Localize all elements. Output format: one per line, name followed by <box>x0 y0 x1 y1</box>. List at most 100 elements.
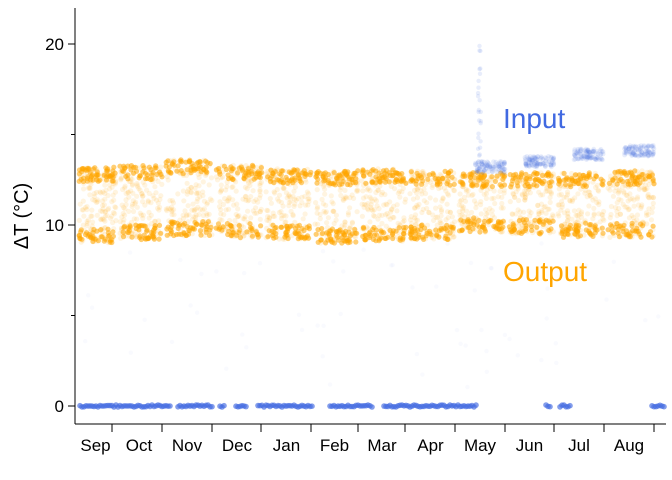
input-point <box>476 109 481 115</box>
output-point <box>606 180 613 186</box>
output-point <box>650 200 656 206</box>
output-point <box>129 182 135 188</box>
output-point <box>459 221 465 227</box>
output-point <box>576 212 582 218</box>
input-point <box>546 162 552 168</box>
output-point <box>557 183 564 189</box>
output-point <box>214 166 221 172</box>
output-point <box>564 208 571 214</box>
output-point <box>266 228 272 234</box>
output-point <box>638 184 644 190</box>
output-point <box>130 228 136 234</box>
input-point <box>224 367 228 371</box>
output-point <box>109 184 115 190</box>
output-point <box>234 201 240 207</box>
output-point <box>258 179 265 185</box>
input-point <box>650 151 656 157</box>
output-point <box>519 191 525 197</box>
output-point <box>152 222 158 228</box>
output-point <box>283 219 289 225</box>
input-point <box>571 157 577 163</box>
input-point <box>538 156 544 161</box>
input-point <box>574 151 580 157</box>
input-point <box>478 167 484 172</box>
input-point <box>646 144 651 150</box>
x-tick-label: Feb <box>320 436 349 455</box>
output-point <box>402 196 409 202</box>
output-point <box>580 183 586 189</box>
output-point <box>314 180 320 186</box>
output-point <box>257 216 263 222</box>
output-point <box>250 208 256 214</box>
output-point <box>383 201 389 207</box>
output-point <box>232 218 238 224</box>
output-point <box>376 170 382 176</box>
output-point <box>409 177 415 183</box>
input-point <box>623 145 629 151</box>
output-point <box>631 218 637 224</box>
input-point <box>627 143 633 149</box>
input-point <box>500 168 506 174</box>
output-point <box>384 210 390 217</box>
input-point <box>629 146 635 151</box>
output-point <box>190 201 196 207</box>
output-point <box>377 183 383 189</box>
output-point <box>539 172 546 178</box>
output-point <box>242 194 249 200</box>
output-point <box>180 212 186 218</box>
output-point <box>188 170 194 176</box>
input-point <box>534 160 539 166</box>
output-point <box>547 230 553 236</box>
output-point <box>257 182 263 189</box>
output-point <box>236 213 242 219</box>
output-point <box>240 196 246 202</box>
input-point <box>492 165 497 170</box>
input-point <box>501 159 507 165</box>
output-point <box>457 212 463 219</box>
output-point <box>276 198 282 204</box>
output-point <box>198 164 204 170</box>
output-point <box>476 217 482 224</box>
output-point <box>337 187 343 193</box>
output-point <box>508 229 515 235</box>
output-point <box>461 194 467 200</box>
input-point <box>527 159 532 165</box>
output-point <box>576 207 582 213</box>
input-point <box>83 339 87 343</box>
output-point <box>322 210 328 216</box>
output-point <box>541 204 547 210</box>
output-point <box>191 214 197 220</box>
output-point <box>650 194 656 200</box>
output-point <box>247 182 253 188</box>
output-point <box>217 216 223 223</box>
output-point <box>249 233 256 239</box>
input-point <box>502 159 507 165</box>
output-point <box>134 182 140 188</box>
input-point <box>143 318 147 322</box>
output-point <box>564 174 570 180</box>
output-point <box>318 170 324 176</box>
output-point <box>303 172 309 178</box>
output-point <box>474 182 480 188</box>
output-point <box>293 180 299 186</box>
output-point <box>536 189 542 195</box>
output-point <box>413 217 419 223</box>
output-point <box>294 223 300 229</box>
output-point <box>469 209 475 216</box>
output-point <box>484 183 490 189</box>
output-point <box>290 212 296 218</box>
input-point <box>473 402 479 408</box>
input-point <box>627 149 632 155</box>
output-point <box>571 208 578 214</box>
output-point <box>164 174 170 180</box>
output-point <box>403 180 409 186</box>
output-point <box>530 230 536 236</box>
output-point <box>588 232 594 238</box>
input-point <box>551 155 557 161</box>
output-point <box>129 204 135 210</box>
output-point <box>396 225 402 231</box>
input-point <box>584 154 590 160</box>
output-point <box>463 172 469 178</box>
output-point <box>90 219 96 225</box>
output-point <box>267 196 273 202</box>
